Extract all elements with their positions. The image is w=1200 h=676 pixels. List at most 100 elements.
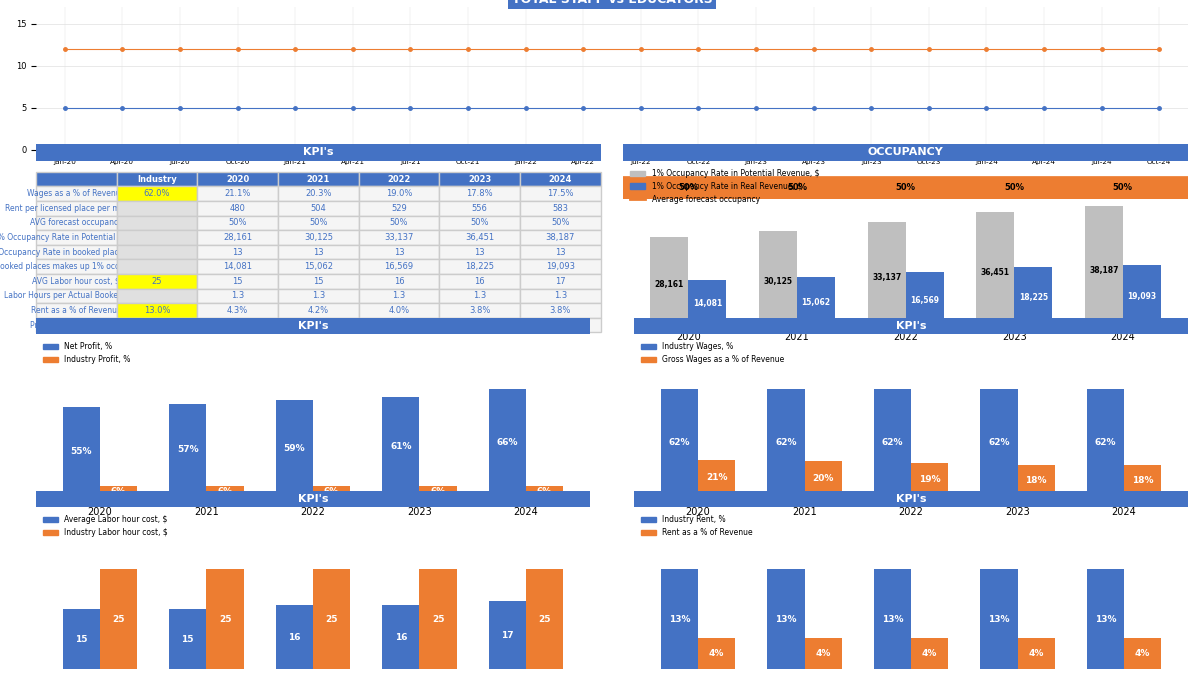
Bar [767, 389, 804, 496]
Total Staff [1037, 45, 1051, 53]
Total Staff [691, 45, 706, 53]
Educators [749, 103, 763, 112]
Text: 28,161: 28,161 [655, 280, 684, 289]
Bar [1085, 206, 1123, 323]
Text: 50%: 50% [895, 183, 916, 193]
Text: 18%: 18% [1132, 476, 1153, 485]
Total Staff [403, 45, 418, 53]
Text: 2024: 2024 [514, 507, 539, 517]
Bar [650, 237, 689, 323]
Legend: 1% Occupancy Rate in Potential Revenue, $, 1% Occupancy Rate in Real Revenue, $,: 1% Occupancy Rate in Potential Revenue, … [628, 166, 822, 207]
Average forecast occupancy [790, 184, 804, 192]
Text: 4%: 4% [1028, 649, 1044, 658]
Text: 50%: 50% [1004, 183, 1025, 193]
Bar [1014, 267, 1052, 323]
Circle shape [0, 177, 1200, 198]
Bar [874, 569, 911, 669]
Text: 16: 16 [395, 633, 407, 642]
Bar [62, 407, 100, 496]
Bar [276, 400, 313, 496]
Bar [169, 404, 206, 496]
Bar [911, 463, 948, 496]
Bar [661, 389, 698, 496]
Text: 25: 25 [113, 614, 125, 623]
Total Staff [922, 45, 936, 53]
Text: KPI's: KPI's [896, 320, 926, 331]
Text: 2020: 2020 [676, 333, 701, 343]
Total Staff [1094, 45, 1109, 53]
Educators [230, 103, 245, 112]
FancyBboxPatch shape [36, 145, 601, 160]
Total Staff [806, 45, 821, 53]
Text: 13%: 13% [882, 614, 904, 623]
Educators [691, 103, 706, 112]
Educators [518, 103, 533, 112]
Educators [346, 103, 360, 112]
Text: 6%: 6% [324, 487, 340, 496]
Text: 15: 15 [181, 635, 194, 644]
Text: 6%: 6% [110, 487, 126, 496]
Bar [276, 605, 313, 669]
Text: 21%: 21% [706, 473, 727, 483]
Bar [689, 280, 726, 323]
Text: 62%: 62% [988, 438, 1009, 447]
Educators [806, 103, 821, 112]
Bar [206, 486, 244, 496]
Educators [979, 103, 994, 112]
Text: 2024: 2024 [1111, 507, 1136, 517]
Bar [906, 272, 943, 323]
Educators [634, 103, 648, 112]
Educators [461, 103, 475, 112]
Bar [698, 460, 736, 496]
Legend: Industry Rent, %, Rent as a % of Revenue: Industry Rent, %, Rent as a % of Revenue [638, 512, 756, 540]
Educators [403, 103, 418, 112]
Total Staff [461, 45, 475, 53]
Text: 6%: 6% [536, 487, 552, 496]
Average forecast occupancy [1007, 184, 1021, 192]
Text: 36,451: 36,451 [980, 268, 1009, 277]
Educators [58, 103, 72, 112]
Text: 2022: 2022 [893, 333, 918, 343]
Educators [864, 103, 878, 112]
Legend: Net Profit, %, Industry Profit, %: Net Profit, %, Industry Profit, % [40, 339, 133, 367]
Bar [977, 212, 1014, 323]
Total Staff [864, 45, 878, 53]
Text: 17: 17 [500, 631, 514, 639]
Bar [980, 569, 1018, 669]
Bar [420, 486, 457, 496]
Text: 2024: 2024 [1110, 333, 1135, 343]
FancyBboxPatch shape [634, 318, 1188, 334]
Circle shape [0, 177, 1200, 198]
Text: 25: 25 [432, 614, 444, 623]
Text: 30,125: 30,125 [763, 277, 792, 286]
Bar [698, 638, 736, 669]
Total Staff [346, 45, 360, 53]
Text: 25: 25 [325, 614, 338, 623]
Text: 13%: 13% [775, 614, 797, 623]
Text: 2021: 2021 [785, 333, 810, 343]
Bar [868, 222, 906, 323]
Text: KPI's: KPI's [304, 147, 334, 158]
Text: 62%: 62% [882, 438, 904, 447]
Text: 6%: 6% [431, 487, 445, 496]
Bar [420, 569, 457, 669]
Text: 2021: 2021 [194, 507, 218, 517]
FancyBboxPatch shape [634, 491, 1188, 507]
Text: 19%: 19% [919, 475, 941, 484]
Bar [488, 601, 526, 669]
Line: Educators: Educators [64, 106, 1160, 110]
Text: 15: 15 [76, 635, 88, 644]
Average forecast occupancy [1116, 184, 1130, 192]
Bar [1124, 638, 1162, 669]
Educators [1152, 103, 1166, 112]
Educators [173, 103, 187, 112]
Text: 61%: 61% [390, 442, 412, 451]
Total Staff [979, 45, 994, 53]
Bar [804, 462, 842, 496]
Text: 25: 25 [218, 614, 232, 623]
Bar [169, 609, 206, 669]
Legend: Average Labor hour cost, $, Industry Labor hour cost, $: Average Labor hour cost, $, Industry Lab… [40, 512, 172, 540]
Total Staff [518, 45, 533, 53]
Bar [382, 397, 420, 496]
Bar [1123, 264, 1160, 323]
